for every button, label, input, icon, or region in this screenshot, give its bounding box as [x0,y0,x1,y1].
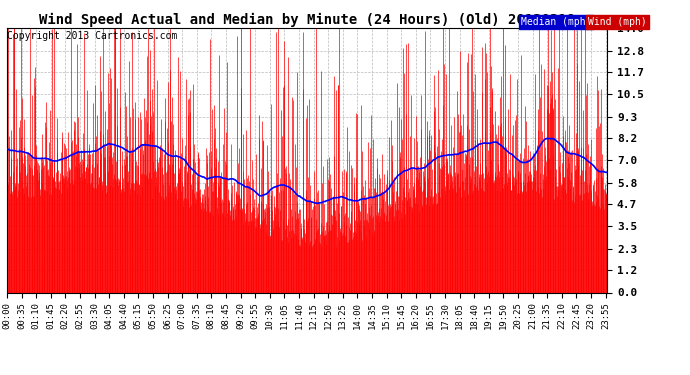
Title: Wind Speed Actual and Median by Minute (24 Hours) (Old) 20130318: Wind Speed Actual and Median by Minute (… [39,13,575,27]
Text: Copyright 2013 Cartronics.com: Copyright 2013 Cartronics.com [7,32,177,41]
Text: Wind (mph): Wind (mph) [588,17,647,27]
Text: Median (mph): Median (mph) [521,17,591,27]
